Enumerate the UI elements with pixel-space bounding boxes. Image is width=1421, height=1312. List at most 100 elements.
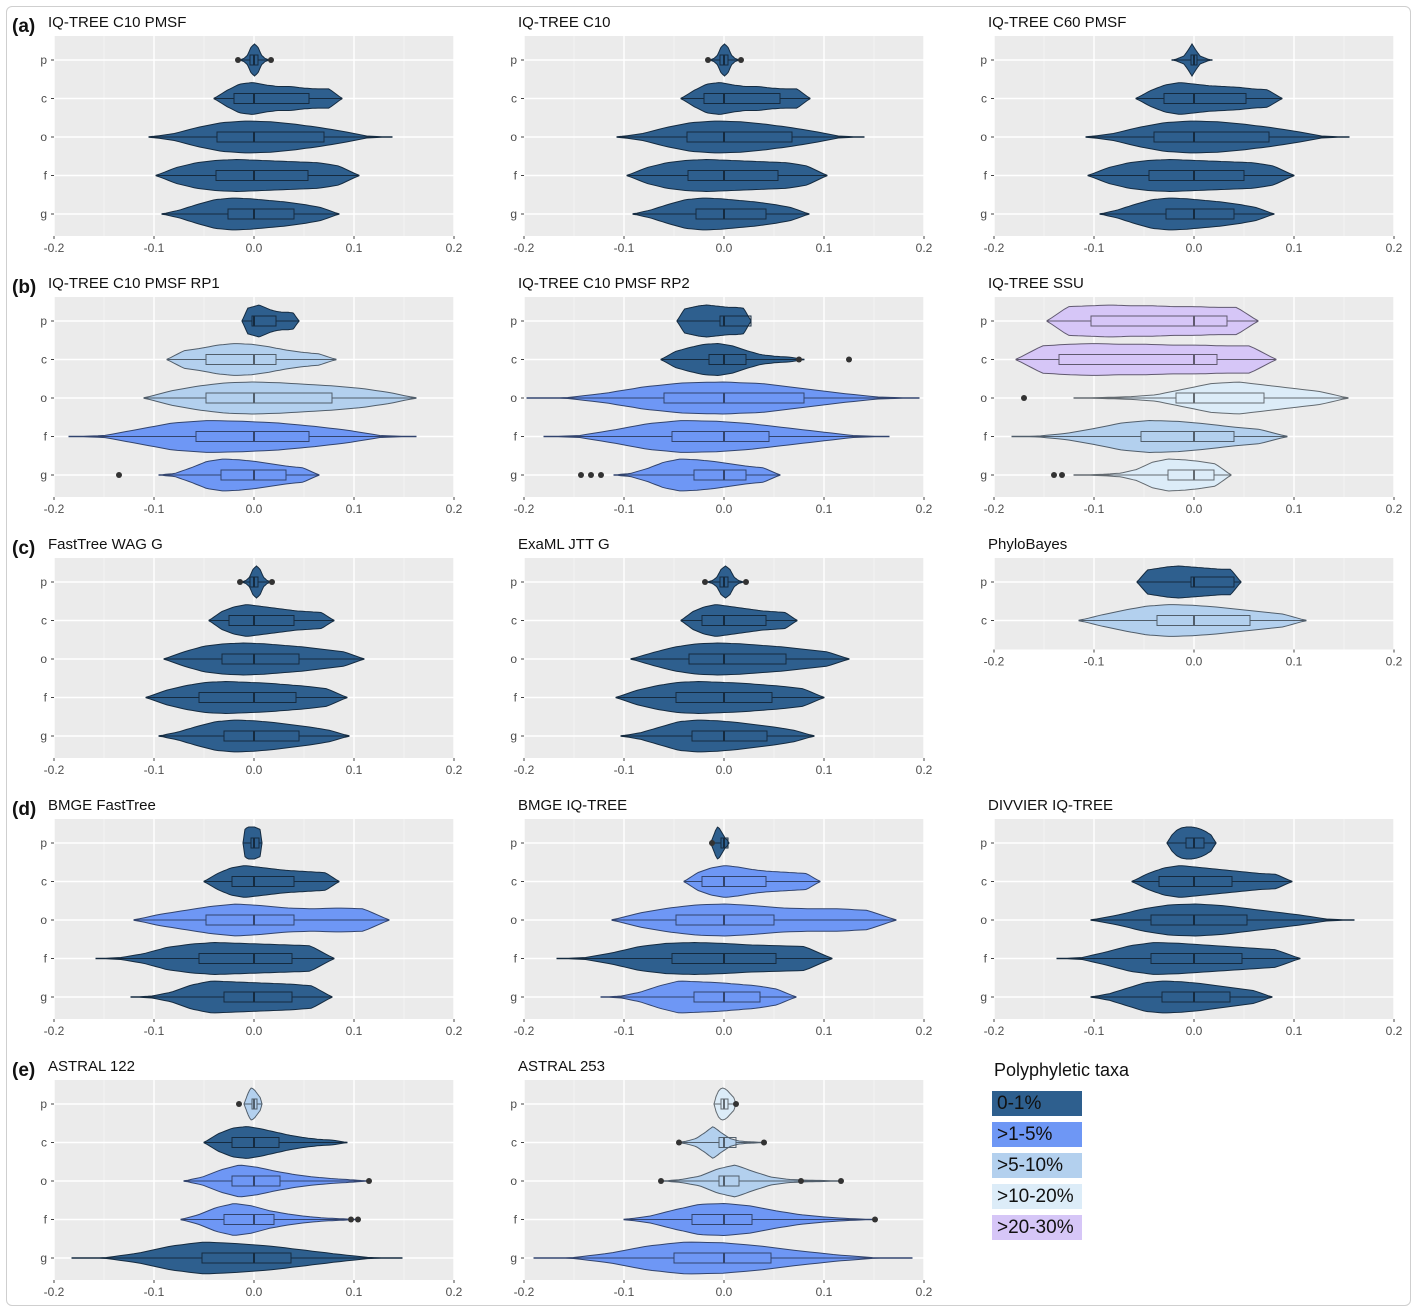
violin-p bbox=[235, 43, 274, 77]
y-tick-label: c bbox=[41, 1136, 47, 1150]
box-iqr bbox=[708, 354, 747, 365]
violin-c bbox=[166, 343, 337, 376]
y-tick-label: g bbox=[510, 729, 517, 743]
x-tick-label: -0.2 bbox=[984, 655, 1005, 669]
box-iqr bbox=[228, 615, 295, 626]
box-iqr bbox=[205, 392, 333, 404]
box-iqr bbox=[663, 392, 805, 404]
violin-p bbox=[242, 826, 263, 860]
x-tick-label: 0.1 bbox=[816, 1285, 833, 1299]
y-tick-label: f bbox=[514, 691, 518, 705]
y-tick-label: f bbox=[514, 430, 518, 444]
x-tick-label: 0.0 bbox=[246, 1285, 263, 1299]
violin-p bbox=[1136, 565, 1242, 599]
outlier-point bbox=[733, 1101, 739, 1107]
x-tick-label: 0.1 bbox=[1286, 241, 1303, 255]
violin-p bbox=[237, 565, 275, 599]
outlier-point bbox=[235, 57, 241, 63]
violin-g bbox=[1099, 197, 1275, 231]
box-iqr bbox=[221, 653, 300, 665]
y-tick-label: c bbox=[981, 92, 987, 106]
y-tick-label: o bbox=[510, 391, 517, 405]
box-iqr bbox=[1148, 170, 1245, 181]
legend-item: 0-1% bbox=[992, 1091, 1082, 1116]
x-tick-label: -0.1 bbox=[1084, 1024, 1105, 1038]
y-tick-label: c bbox=[511, 1136, 517, 1150]
box-iqr bbox=[223, 730, 300, 742]
x-tick-label: 0.2 bbox=[446, 1024, 463, 1038]
panel-title: BMGE IQ-TREE bbox=[518, 797, 628, 814]
x-tick-label: -0.1 bbox=[614, 502, 635, 516]
violin-c bbox=[208, 604, 335, 637]
outlier-point bbox=[798, 1178, 804, 1184]
violin-o bbox=[1021, 381, 1349, 415]
violin-g bbox=[620, 719, 815, 753]
panel-title: IQ-TREE C60 PMSF bbox=[988, 14, 1127, 31]
box-iqr bbox=[231, 1175, 281, 1187]
violin-g bbox=[130, 980, 333, 1014]
y-tick-label: p bbox=[510, 1097, 517, 1111]
violin-p bbox=[1046, 304, 1259, 338]
box-iqr bbox=[1190, 576, 1235, 588]
y-tick-label: o bbox=[510, 913, 517, 927]
box-iqr bbox=[1167, 469, 1215, 481]
box-iqr bbox=[1158, 876, 1233, 887]
violin-g bbox=[1051, 458, 1232, 492]
violin-o bbox=[143, 381, 417, 415]
violin-p bbox=[241, 304, 300, 338]
y-tick-label: g bbox=[40, 990, 47, 1004]
box-iqr bbox=[215, 170, 309, 181]
x-tick-label: -0.1 bbox=[144, 1024, 165, 1038]
violin-f bbox=[543, 420, 890, 453]
violin-panel: IQ-TREE C10 PMSF RP1 -0.2 -0.1 0.0 0.1 0.2 p c o… bbox=[8, 275, 462, 537]
panel-title: IQ-TREE C10 PMSF RP2 bbox=[518, 275, 690, 292]
y-tick-label: c bbox=[41, 92, 47, 106]
x-tick-label: 0.2 bbox=[446, 1285, 463, 1299]
y-tick-label: p bbox=[40, 1097, 47, 1111]
violin-plot: -0.2 -0.1 0.0 0.1 0.2 p c o f g bbox=[510, 819, 933, 1038]
violin-g bbox=[533, 1241, 913, 1275]
y-tick-label: o bbox=[980, 130, 987, 144]
figure-frame bbox=[6, 6, 1411, 1306]
box-iqr bbox=[691, 730, 768, 742]
violin-o bbox=[133, 903, 390, 937]
violin-panel: ASTRAL 253 -0.2 -0.1 0.0 0.1 0.2 p c o f g bbox=[478, 1058, 932, 1312]
outlier-point bbox=[1021, 395, 1027, 401]
box-iqr bbox=[701, 876, 767, 887]
x-tick-label: 0.1 bbox=[816, 502, 833, 516]
x-tick-label: -0.1 bbox=[144, 502, 165, 516]
violin-p bbox=[702, 565, 749, 599]
y-tick-label: g bbox=[40, 729, 47, 743]
x-tick-label: -0.2 bbox=[514, 502, 535, 516]
x-tick-label: 0.2 bbox=[916, 241, 933, 255]
x-tick-label: -0.2 bbox=[514, 1024, 535, 1038]
x-tick-label: 0.1 bbox=[346, 241, 363, 255]
violin-c bbox=[660, 342, 852, 377]
outlier-point bbox=[796, 356, 802, 363]
x-tick-label: 0.0 bbox=[716, 763, 733, 777]
x-tick-label: -0.2 bbox=[44, 241, 65, 255]
x-tick-label: 0.0 bbox=[1186, 1024, 1203, 1038]
y-tick-label: g bbox=[510, 207, 517, 221]
box-iqr bbox=[687, 170, 779, 181]
y-tick-label: p bbox=[980, 314, 987, 328]
violin-c bbox=[1078, 604, 1307, 637]
violin-p bbox=[713, 1087, 739, 1121]
outlier-point bbox=[268, 57, 274, 63]
legend-item: >10-20% bbox=[992, 1184, 1082, 1209]
violin-panel: ASTRAL 122 -0.2 -0.1 0.0 0.1 0.2 p c o f g bbox=[8, 1058, 462, 1312]
violin-panel: BMGE IQ-TREE -0.2 -0.1 0.0 0.1 0.2 p c o f g bbox=[478, 797, 932, 1059]
y-tick-label: g bbox=[980, 468, 987, 482]
x-tick-label: 0.1 bbox=[816, 1024, 833, 1038]
box-iqr bbox=[223, 1214, 275, 1225]
x-tick-label: 0.1 bbox=[346, 1024, 363, 1038]
panel-title: IQ-TREE SSU bbox=[988, 275, 1084, 292]
y-tick-label: f bbox=[44, 169, 48, 183]
violin-g bbox=[158, 719, 350, 753]
violin-o bbox=[630, 642, 850, 676]
outlier-point bbox=[872, 1216, 878, 1223]
row-label: (d) bbox=[12, 799, 37, 820]
x-tick-label: 0.2 bbox=[446, 763, 463, 777]
outlier-point bbox=[761, 1139, 767, 1146]
y-tick-label: f bbox=[984, 430, 988, 444]
